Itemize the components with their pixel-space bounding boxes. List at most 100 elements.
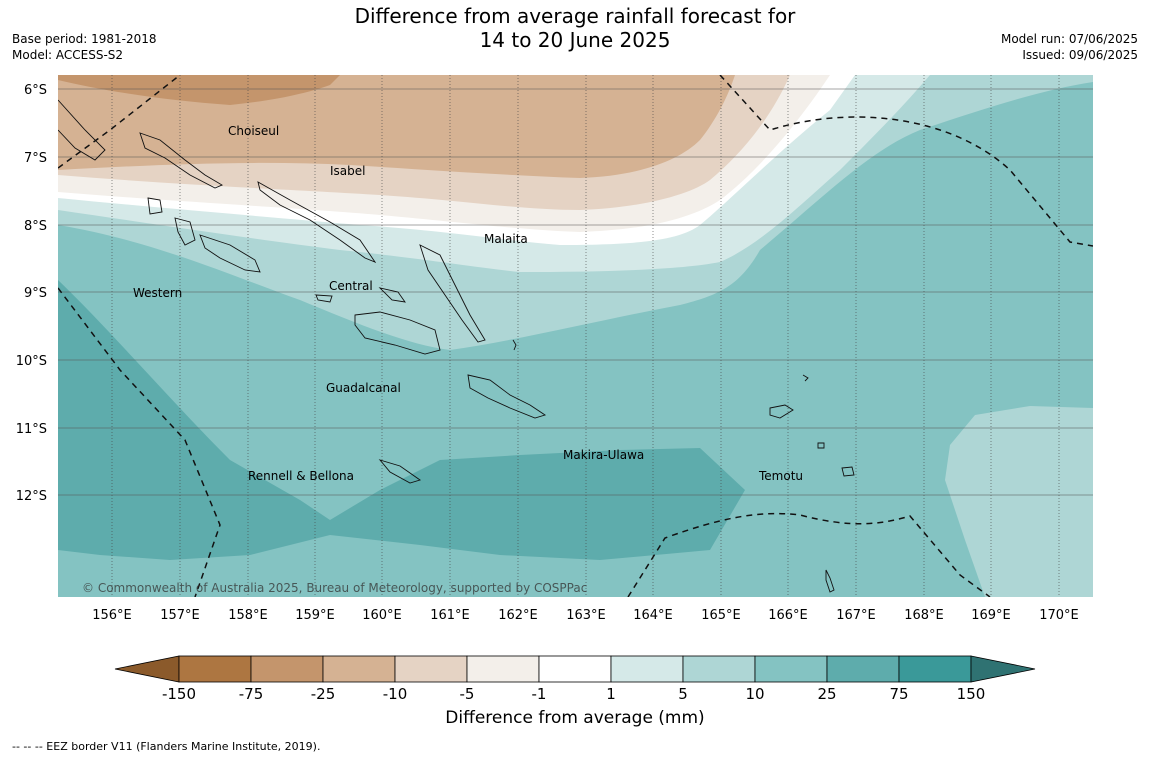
colorbar-tick-label: -10 [383, 685, 408, 703]
lon-label: 162°E [498, 608, 538, 623]
temotu-island-3 [825, 569, 835, 593]
place-temotu: Temotu [758, 469, 803, 483]
lat-label: 12°S [16, 489, 47, 504]
eez-border-south [627, 512, 991, 597]
title-line-1: Difference from average rainfall forecas… [354, 4, 796, 28]
lon-label: 170°E [1039, 608, 1079, 623]
graticule [111, 75, 1060, 597]
place-isabel: Isabel [330, 164, 365, 178]
makira-island [467, 374, 547, 419]
base-period-label: Base period: 1981-2018 [12, 32, 157, 46]
title-line-2: 14 to 20 June 2025 [479, 28, 671, 52]
place-choiseul: Choiseul [228, 124, 279, 138]
longitude-labels: 156°E 157°E 158°E 159°E 160°E 161°E 162°… [92, 608, 1079, 623]
small-island-2 [802, 374, 809, 382]
lat-label: 10°S [16, 354, 47, 369]
colorbar-cell [394, 655, 468, 683]
eez-legend-note: -- -- -- EEZ border V11 (Flanders Marine… [12, 740, 321, 753]
guadalcanal-island [354, 311, 441, 355]
colorbar-cell [754, 655, 828, 683]
lon-label: 169°E [971, 608, 1011, 623]
lat-label: 9°S [24, 286, 47, 301]
coastlines [58, 99, 855, 593]
lon-label: 157°E [160, 608, 200, 623]
colorbar-title: Difference from average (mm) [445, 708, 705, 728]
colorbar: -150 -75 -25 -10 -5 -1 1 5 10 25 75 150 [114, 655, 1036, 703]
lon-label: 158°E [228, 608, 268, 623]
lat-label: 7°S [24, 151, 47, 166]
colorbar-cell [898, 655, 972, 683]
lon-label: 156°E [92, 608, 132, 623]
lon-label: 161°E [430, 608, 470, 623]
colorbar-tick-label: -75 [239, 685, 264, 703]
place-guadalcanal: Guadalcanal [326, 381, 401, 395]
choiseul-island [139, 132, 223, 189]
eez-border-northwest [58, 75, 181, 169]
colorbar-tick-label: 75 [889, 685, 908, 703]
colorbar-cell [250, 655, 324, 683]
colorbar-cell [466, 655, 540, 683]
map-title: Difference from average rainfall forecas… [0, 4, 1150, 52]
lon-label: 163°E [566, 608, 606, 623]
colorbar-tick-label: 5 [678, 685, 688, 703]
place-rennell-bellona: Rennell & Bellona [248, 469, 354, 483]
place-makira-ulawa: Makira-Ulawa [563, 448, 644, 462]
western-island-1 [174, 217, 196, 246]
colorbar-tick-label: -25 [311, 685, 336, 703]
issued-label: Issued: 09/06/2025 [1022, 48, 1138, 62]
colorbar-tick-label: -1 [532, 685, 547, 703]
rennell-island [378, 459, 422, 484]
malaita-island [419, 244, 486, 343]
colorbar-cell [610, 655, 684, 683]
model-label: Model: ACCESS-S2 [12, 48, 124, 62]
lon-label: 164°E [633, 608, 673, 623]
colorbar-tick-label: -5 [460, 685, 475, 703]
colorbar-arrow-left [114, 655, 180, 683]
colorbar-arrow-right [970, 655, 1036, 683]
model-run-label: Model run: 07/06/2025 [1000, 32, 1138, 46]
lon-label: 167°E [836, 608, 876, 623]
isabel-island [257, 181, 377, 263]
lon-label: 159°E [295, 608, 335, 623]
lat-label: 8°S [24, 219, 47, 234]
lon-label: 160°E [362, 608, 402, 623]
colorbar-tick-label: 150 [957, 685, 986, 703]
eez-border-west [58, 287, 221, 597]
lat-label: 6°S [24, 83, 47, 98]
colorbar-cell [322, 655, 396, 683]
lon-label: 165°E [701, 608, 741, 623]
colorbar-cell [826, 655, 900, 683]
place-western: Western [133, 286, 182, 300]
meta-left: Base period: 1981-2018 Model: ACCESS-S2 [12, 31, 157, 63]
temotu-island-2 [817, 442, 825, 449]
central-island-2 [315, 294, 333, 303]
santa-cruz-island [769, 404, 794, 419]
place-labels: Choiseul Isabel Malaita Western Central … [133, 124, 803, 483]
colorbar-tick-label: 10 [745, 685, 764, 703]
colorbar-cell [178, 655, 252, 683]
lat-label: 11°S [16, 422, 47, 437]
colorbar-cell [538, 655, 612, 683]
small-island-1 [512, 339, 517, 351]
place-malaita: Malaita [484, 232, 528, 246]
temotu-island-1 [841, 466, 855, 477]
lon-label: 166°E [768, 608, 808, 623]
meta-right: Model run: 07/06/2025 Issued: 09/06/2025 [1001, 31, 1138, 63]
band-25-75 [58, 280, 745, 560]
western-island-3 [147, 197, 163, 215]
band-minus75-minus25 [58, 75, 340, 105]
colorbar-tick-label: 1 [606, 685, 616, 703]
central-island-1 [378, 287, 406, 303]
place-central: Central [329, 279, 373, 293]
lon-label: 168°E [904, 608, 944, 623]
contour-fill: Choiseul Isabel Malaita Western Central … [58, 75, 1093, 597]
colorbar-tick-label: 25 [817, 685, 836, 703]
colorbar-tick-label: -150 [162, 685, 196, 703]
western-island-2 [199, 234, 261, 273]
bougainville-island [58, 99, 106, 161]
copyright-notice: © Commonwealth of Australia 2025, Bureau… [82, 581, 587, 595]
colorbar-cell [682, 655, 756, 683]
band-5-10-right [945, 406, 1093, 597]
eez-border [58, 75, 1093, 597]
